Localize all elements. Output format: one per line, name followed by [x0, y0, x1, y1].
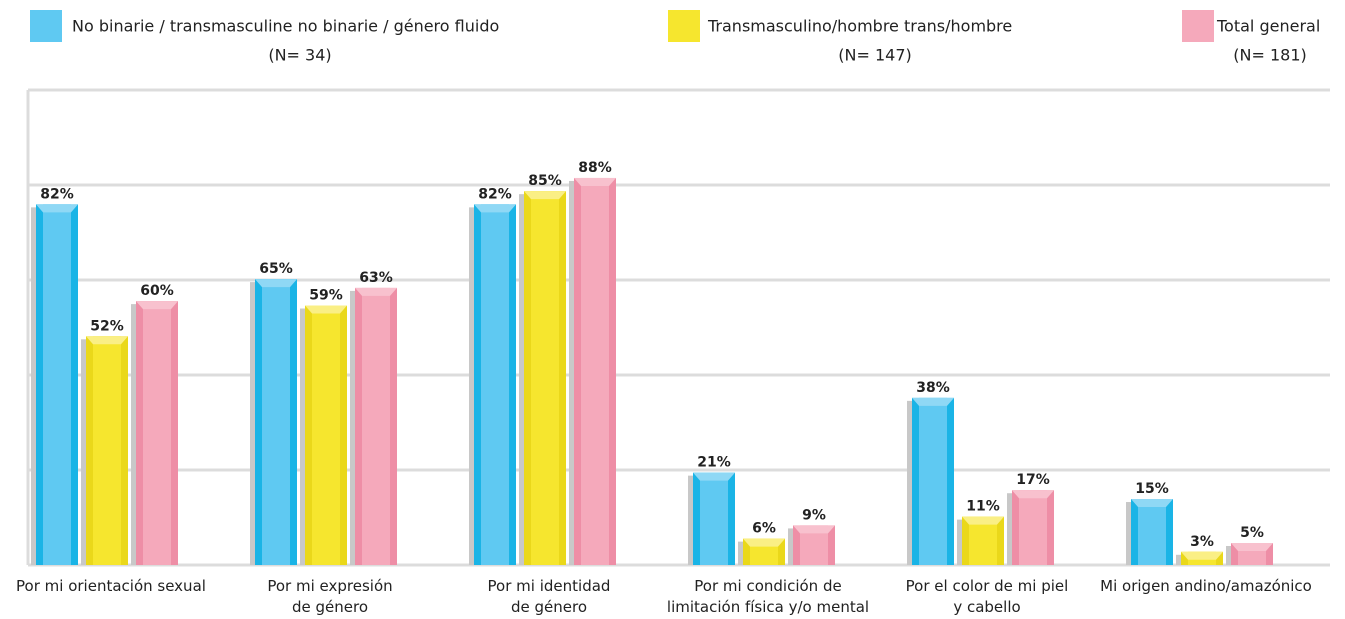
legend-label: Transmasculino/hombre trans/hombre — [707, 17, 1012, 36]
value-label: 5% — [1240, 525, 1264, 541]
bar-face — [1019, 490, 1047, 565]
bar-cap — [1131, 499, 1173, 508]
legend-count: (N= 34) — [268, 46, 331, 65]
bar-cap — [136, 301, 178, 310]
x-tick-label: Por mi identidad de género — [487, 577, 611, 616]
bar-cap — [962, 516, 1004, 525]
bar-cap — [1012, 490, 1054, 499]
bar-cap — [793, 525, 835, 534]
bar-cap — [574, 177, 616, 186]
bar-cap — [693, 472, 735, 481]
bar-face — [93, 336, 121, 565]
value-label: 82% — [478, 186, 512, 202]
bar-cap — [1231, 543, 1273, 552]
value-label: 63% — [359, 270, 393, 286]
bar-face — [1138, 499, 1166, 565]
legend-label: No binarie / transmasculine no binarie /… — [72, 17, 499, 36]
bar-face — [143, 301, 171, 565]
x-tick-label: Mi origen andino/amazónico — [1100, 577, 1312, 595]
value-label: 59% — [309, 288, 343, 304]
legend-swatch — [1182, 10, 1214, 42]
legend-count: (N= 147) — [838, 46, 911, 65]
bar-cap — [524, 191, 566, 200]
legend-swatch — [30, 10, 62, 42]
value-label: 9% — [802, 507, 826, 523]
bar-face — [481, 204, 509, 565]
bar-face — [43, 204, 71, 565]
bar-face — [581, 177, 609, 566]
value-label: 88% — [578, 160, 612, 176]
bar-face — [919, 397, 947, 565]
bar-face — [362, 287, 390, 565]
bar-cap — [743, 538, 785, 547]
legend-count: (N= 181) — [1233, 46, 1306, 65]
x-tick-label: Por mi condición de limitación física y/… — [666, 577, 870, 616]
value-label: 85% — [528, 173, 562, 189]
value-label: 52% — [90, 318, 124, 334]
x-tick-label: Por el color de mi piel y cabello — [905, 577, 1069, 616]
value-label: 60% — [140, 283, 174, 299]
bar-cap — [912, 397, 954, 406]
x-tick-label: Por mi orientación sexual — [16, 577, 206, 595]
bar-cap — [305, 305, 347, 314]
value-label: 3% — [1190, 534, 1214, 550]
bar-face — [531, 191, 559, 565]
bar-cap — [474, 204, 516, 213]
x-tick-label: Por mi expresión de género — [267, 577, 393, 616]
bar-face — [262, 279, 290, 565]
value-label: 6% — [752, 521, 776, 537]
value-label: 15% — [1135, 481, 1169, 497]
bar-cap — [1181, 551, 1223, 560]
value-label: 38% — [916, 380, 950, 396]
legend-swatch — [668, 10, 700, 42]
bar-cap — [86, 336, 128, 345]
value-label: 82% — [40, 186, 74, 202]
bar-face — [969, 516, 997, 565]
bar-face — [312, 305, 340, 565]
bar-cap — [255, 279, 297, 288]
legend-label: Total general — [1216, 17, 1320, 36]
bar-face — [700, 472, 728, 565]
value-label: 17% — [1016, 472, 1050, 488]
value-label: 65% — [259, 261, 293, 277]
value-label: 11% — [966, 499, 1000, 515]
bar-cap — [355, 287, 397, 296]
bar-cap — [36, 204, 78, 213]
value-label: 21% — [697, 455, 731, 471]
